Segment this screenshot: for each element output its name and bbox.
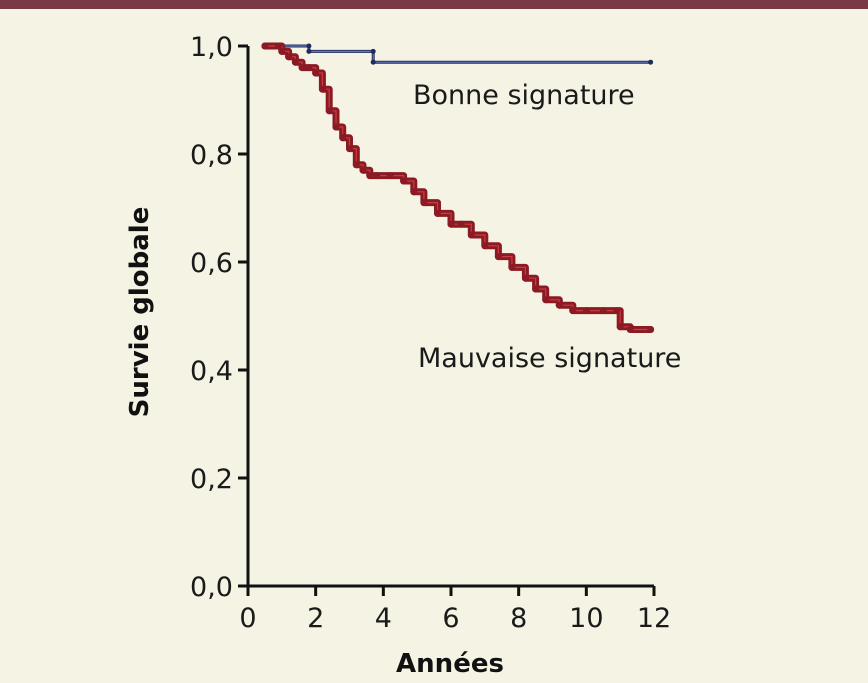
x-axis-title: Années xyxy=(396,649,504,679)
censor-mark-mauvaise-signature xyxy=(318,85,326,93)
x-tick-label: 4 xyxy=(375,603,392,634)
censor-mark-mauvaise-signature xyxy=(298,64,306,72)
censor-mark-mauvaise-signature xyxy=(626,326,634,333)
censor-mark-mauvaise-signature xyxy=(352,161,360,169)
censor-mark-mauvaise-signature xyxy=(569,307,577,315)
censor-mark-mauvaise-signature xyxy=(410,188,418,196)
censor-mark-mauvaise-signature xyxy=(373,172,381,180)
y-tick-label: 0,6 xyxy=(190,248,233,279)
censor-mark-mauvaise-signature xyxy=(542,296,550,304)
y-axis-title: Survie globale xyxy=(125,207,155,418)
x-tick-label: 2 xyxy=(307,603,324,634)
censor-mark-mauvaise-signature xyxy=(420,199,428,207)
censor-mark-mauvaise-signature xyxy=(616,323,624,331)
censor-mark-bonne-signature xyxy=(370,59,376,65)
censor-mark-bonne-signature xyxy=(306,43,312,49)
censor-mark-mauvaise-signature xyxy=(386,172,394,180)
censor-mark-mauvaise-signature xyxy=(325,107,333,115)
censor-mark-mauvaise-signature xyxy=(261,42,269,50)
series-label-bonne-signature: Bonne signature xyxy=(413,80,635,111)
top-decorative-band xyxy=(0,0,868,9)
censor-mark-mauvaise-signature xyxy=(332,123,340,131)
censor-mark-mauvaise-signature xyxy=(400,177,408,185)
censor-mark-bonne-signature xyxy=(370,48,376,54)
censor-mark-mauvaise-signature xyxy=(278,47,286,55)
censor-mark-mauvaise-signature xyxy=(291,58,299,66)
y-tick-label: 0,8 xyxy=(190,140,233,171)
censor-mark-mauvaise-signature xyxy=(647,326,655,333)
x-tick-label: 0 xyxy=(239,603,256,634)
censor-mark-mauvaise-signature xyxy=(285,53,293,61)
censor-mark-mauvaise-signature xyxy=(447,220,455,228)
y-tick-label: 1,0 xyxy=(190,32,233,63)
censor-mark-mauvaise-signature xyxy=(312,69,320,77)
x-tick-label: 8 xyxy=(510,603,527,634)
censor-mark-mauvaise-signature xyxy=(467,231,475,239)
censor-mark-mauvaise-signature xyxy=(305,64,313,72)
censor-mark-bonne-signature xyxy=(306,48,312,54)
censor-mark-mauvaise-signature xyxy=(613,307,621,315)
series-layer xyxy=(261,42,655,333)
y-tick-label: 0,4 xyxy=(190,356,233,387)
series-label-mauvaise-signature: Mauvaise signature xyxy=(418,343,681,374)
censor-mark-mauvaise-signature xyxy=(433,209,441,217)
x-tick-label: 10 xyxy=(569,603,603,634)
censor-mark-mauvaise-signature xyxy=(599,307,607,315)
chart-axes: 0,0 0,2 0,4 0,6 0,8 1,0 0 2 4 6 8 10 12 xyxy=(190,32,671,634)
censor-mark-mauvaise-signature xyxy=(521,274,529,282)
censor-mark-mauvaise-signature xyxy=(346,145,353,153)
series-line-bonne-signature xyxy=(263,44,653,64)
censor-mark-mauvaise-signature xyxy=(481,242,489,250)
censor-mark-mauvaise-signature xyxy=(457,220,465,228)
censor-mark-mauvaise-signature xyxy=(582,307,590,315)
series-highlight-bonne-signature xyxy=(264,45,651,63)
censor-mark-mauvaise-signature xyxy=(555,301,563,309)
x-tick-label: 6 xyxy=(442,603,459,634)
y-tick-label: 0,2 xyxy=(190,464,233,495)
censor-mark-mauvaise-signature xyxy=(508,263,516,271)
censor-mark-bonne-signature xyxy=(648,59,654,65)
censor-mark-mauvaise-signature xyxy=(494,253,502,261)
censor-mark-mauvaise-signature xyxy=(359,166,367,174)
censor-mark-mauvaise-signature xyxy=(339,134,347,142)
y-tick-label: 0,0 xyxy=(190,572,233,603)
x-tick-label: 12 xyxy=(637,603,671,634)
censor-mark-mauvaise-signature xyxy=(532,285,540,293)
censor-mark-mauvaise-signature xyxy=(366,172,374,180)
censor-mark-mauvaise-signature xyxy=(274,42,282,50)
series-highlight-mauvaise-signature xyxy=(264,45,651,331)
